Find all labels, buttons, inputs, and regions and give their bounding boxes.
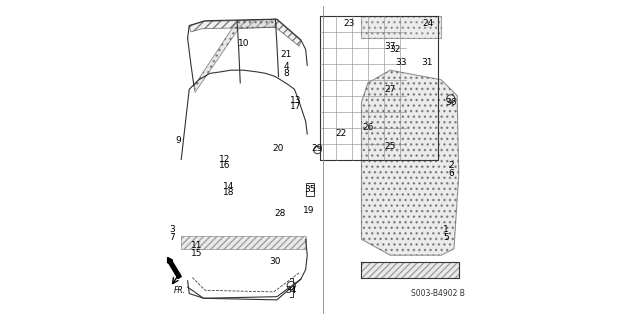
Text: 4: 4 bbox=[284, 63, 289, 71]
Text: 32: 32 bbox=[389, 45, 401, 54]
Text: 26: 26 bbox=[362, 123, 374, 132]
Text: 1: 1 bbox=[443, 225, 449, 234]
Polygon shape bbox=[189, 20, 301, 46]
Text: 8: 8 bbox=[284, 69, 289, 78]
Text: 24: 24 bbox=[423, 19, 434, 28]
Text: 25: 25 bbox=[385, 142, 396, 151]
Text: 33: 33 bbox=[396, 58, 407, 67]
Bar bbox=[306, 183, 314, 196]
Text: 22: 22 bbox=[335, 130, 346, 138]
Text: 18: 18 bbox=[223, 189, 235, 197]
Text: 10: 10 bbox=[237, 39, 249, 48]
Text: 23: 23 bbox=[343, 19, 355, 28]
Text: 34: 34 bbox=[285, 286, 297, 295]
Text: 16: 16 bbox=[218, 161, 230, 170]
Text: 3: 3 bbox=[169, 225, 175, 234]
FancyArrow shape bbox=[168, 257, 181, 278]
Text: 7: 7 bbox=[169, 233, 175, 242]
Text: 28: 28 bbox=[275, 209, 286, 218]
Text: 27: 27 bbox=[385, 85, 396, 94]
Text: 2: 2 bbox=[448, 161, 454, 170]
Text: 20: 20 bbox=[273, 144, 284, 153]
Text: 21: 21 bbox=[281, 50, 292, 59]
Text: 36: 36 bbox=[445, 98, 456, 107]
Text: 30: 30 bbox=[269, 257, 281, 266]
Text: 17: 17 bbox=[291, 102, 302, 111]
Text: 31: 31 bbox=[421, 58, 433, 67]
Polygon shape bbox=[362, 16, 441, 38]
Text: 29: 29 bbox=[311, 144, 323, 153]
Text: 12: 12 bbox=[219, 155, 230, 164]
Text: 9: 9 bbox=[175, 136, 181, 145]
Polygon shape bbox=[362, 70, 459, 255]
Polygon shape bbox=[362, 262, 459, 278]
Polygon shape bbox=[181, 236, 306, 249]
Text: S003-B4902 B: S003-B4902 B bbox=[411, 289, 465, 298]
Text: 14: 14 bbox=[223, 182, 235, 191]
Text: 13: 13 bbox=[291, 96, 302, 105]
Text: 6: 6 bbox=[448, 169, 454, 178]
Text: 35: 35 bbox=[305, 185, 316, 194]
Text: 19: 19 bbox=[303, 206, 315, 215]
Polygon shape bbox=[194, 19, 277, 93]
Text: 5: 5 bbox=[443, 233, 449, 242]
Text: 15: 15 bbox=[191, 249, 203, 258]
Text: 11: 11 bbox=[191, 241, 203, 250]
Text: FR.: FR. bbox=[173, 286, 186, 295]
Text: 37: 37 bbox=[385, 42, 396, 51]
